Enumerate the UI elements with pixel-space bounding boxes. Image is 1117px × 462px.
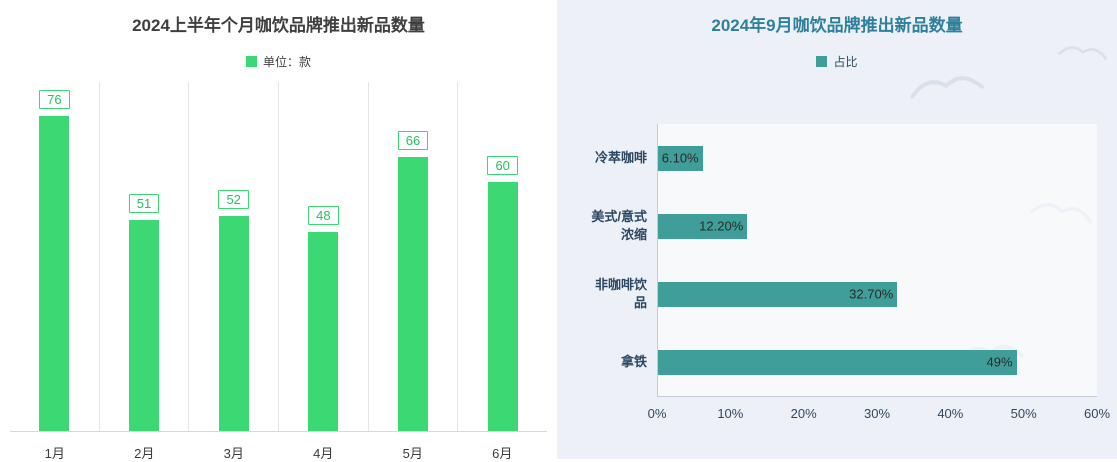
bar [487, 182, 518, 431]
bar-value-label: 48 [308, 206, 339, 226]
x-axis-tick: 10% [717, 406, 744, 421]
x-axis-label: 4月 [313, 446, 334, 461]
x-axis-tick: 0% [647, 406, 667, 421]
x-axis-label: 3月 [223, 446, 244, 461]
bar-column: 51 [100, 82, 190, 431]
bar-value-label: 76 [39, 90, 70, 110]
y-axis-label: 拿铁 [620, 353, 647, 369]
right-plot-area: 6.10% 12.20% 32.70% 49% 0% 10% 20% 30% 40% 50% 60… [648, 124, 1110, 423]
bar-value-label: 6.10% [661, 150, 699, 166]
legend-swatch-icon [816, 55, 828, 67]
legend-label: 单位：款 [262, 54, 311, 69]
left-chart-panel: 2024上半年个月咖饮品牌推出新品数量 单位：款 76 51 52 48 66 60 1月… [0, 0, 557, 462]
left-bar-plot: 76 51 52 48 66 60 [10, 82, 547, 432]
bar-value-label: 51 [128, 193, 160, 213]
bar-value-label: 66 [397, 131, 429, 151]
right-chart-panel: 2024年9月咖饮品牌推出新品数量 占比 冷萃咖啡美式/意式 浓缩 非咖啡饮 品拿… [557, 0, 1117, 459]
bar-row: 32.70% [658, 260, 1097, 328]
bar-value-label: 49% [986, 354, 1013, 370]
bar-column: 52 [189, 82, 280, 431]
right-y-axis: 冷萃咖啡美式/意式 浓缩 非咖啡饮 品拿铁 [569, 124, 657, 423]
left-chart-legend: 单位：款 [0, 54, 557, 69]
bar-column: 60 [458, 82, 547, 431]
bar-row: 49% [658, 328, 1097, 396]
bar: 49% [658, 349, 1017, 375]
y-axis-label: 非咖啡饮 品 [594, 276, 647, 310]
bar: 6.10% [658, 145, 703, 171]
bar-row: 12.20% [658, 192, 1097, 260]
bar [129, 219, 159, 431]
bar [218, 215, 249, 431]
right-x-axis: 0% 10% 20% 30% 40% 50% 60% [648, 397, 1110, 423]
right-bar-chart: 冷萃咖啡美式/意式 浓缩 非咖啡饮 品拿铁 6.10% 12.20% 32.70% 49… [569, 124, 1110, 423]
legend-swatch-icon [245, 55, 257, 67]
y-axis-label: 美式/意式 浓缩 [591, 208, 647, 242]
left-x-axis: 1月 2月 3月 4月 5月 6月 [10, 432, 547, 462]
bar [39, 116, 70, 431]
x-axis-tick: 40% [937, 406, 964, 421]
x-axis-tick: 60% [1083, 406, 1111, 421]
right-chart-title: 2024年9月咖饮品牌推出新品数量 [711, 16, 963, 35]
x-axis-tick: 20% [790, 406, 817, 421]
x-axis-label: 6月 [492, 446, 513, 461]
bar-column: 66 [369, 82, 459, 431]
x-axis-tick: 30% [863, 406, 891, 421]
bar-value-label: 52 [218, 189, 249, 209]
bar-column: 48 [279, 82, 369, 431]
bar-row: 6.10% [658, 124, 1097, 192]
x-axis-label: 1月 [44, 446, 65, 461]
x-axis-tick: 50% [1010, 406, 1037, 421]
bar-column: 76 [10, 82, 100, 431]
legend-label: 占比 [833, 54, 858, 69]
right-bar-plot: 6.10% 12.20% 32.70% 49% [657, 124, 1097, 397]
bar: 12.20% [658, 213, 748, 239]
x-axis-label: 2月 [134, 446, 155, 461]
x-axis-label: 5月 [402, 446, 423, 461]
bar: 32.70% [658, 281, 898, 307]
left-chart-title: 2024上半年个月咖饮品牌推出新品数量 [132, 16, 425, 35]
bar [398, 157, 429, 431]
right-chart-legend: 占比 [557, 54, 1117, 69]
bar-value-label: 32.70% [849, 286, 894, 302]
bird-watermark-icon [910, 76, 984, 99]
y-axis-label: 冷萃咖啡 [594, 149, 647, 165]
bar [308, 232, 339, 431]
bar-value-label: 60 [487, 156, 518, 176]
bar-value-label: 12.20% [699, 218, 744, 234]
